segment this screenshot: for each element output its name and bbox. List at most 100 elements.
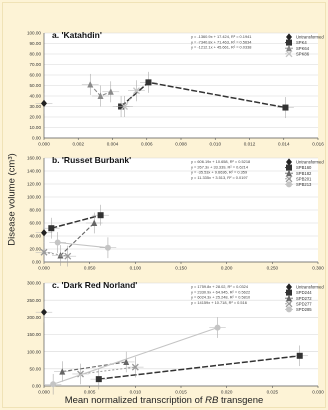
data-point <box>131 363 139 371</box>
data-point <box>48 225 55 232</box>
x-axis-label-gene: RB <box>205 395 219 406</box>
legend-marker <box>285 300 293 308</box>
y-tick-label: 0.00 <box>32 384 41 389</box>
legend-label: SPD244 <box>296 290 312 295</box>
trend-equation: y = 1759.8x + 28.02, R² = 0.0324 <box>191 284 249 289</box>
legend-label: SPB160 <box>296 165 312 170</box>
x-tick-label: 0.010 <box>210 142 222 147</box>
series-3 <box>72 356 144 385</box>
trend-equation: y = 267.3x + 33.339, R² = 0.6214 <box>191 164 249 169</box>
trend-line <box>57 241 108 249</box>
legend-label: SPD285 <box>296 307 312 312</box>
legend-marker <box>286 181 292 188</box>
y-tick-label: 160.00 <box>27 156 41 161</box>
figure-frame <box>2 2 326 408</box>
y-tick-label: 20.00 <box>30 115 42 120</box>
x-axis-label-text: Mean normalized transcription of <box>64 395 206 406</box>
data-point <box>64 252 72 260</box>
trend-line <box>43 251 68 257</box>
x-tick-label: 0.016 <box>312 142 324 147</box>
trend-line <box>80 366 136 375</box>
chart-panel-2: 0.00 20.00 40.00 60.00 80.00 100.00 120.00 140.… <box>27 155 324 271</box>
trend-line <box>62 361 127 373</box>
data-point <box>121 103 128 110</box>
panel-title: a. 'Katahdin' <box>52 30 102 40</box>
series-4 <box>44 317 226 395</box>
x-tick-label: 0.250 <box>267 266 279 271</box>
x-tick-label: 0.008 <box>175 142 187 147</box>
y-tick-label: 40.00 <box>30 234 42 239</box>
series-0 <box>35 92 53 114</box>
legend-label: Untransformed <box>296 160 324 165</box>
trend-equation: y = -1360.9x + 17.424, R² = 0.1941 <box>191 34 251 39</box>
legend-label: Untransformed <box>296 35 324 40</box>
legend-marker <box>286 169 292 177</box>
legend-marker <box>286 289 292 296</box>
legend-label: SPD277 <box>296 301 312 306</box>
legend-marker <box>286 283 292 291</box>
trend-equation: y = 606.19x + 10.658, R² = 0.5218 <box>191 159 250 164</box>
legend-label: SPD272 <box>296 296 312 301</box>
trend-equation: y = 11.335x + 3.513, R² = 0.0197 <box>191 175 248 180</box>
legend-marker <box>286 294 292 302</box>
series-2 <box>81 73 120 107</box>
series-3 <box>116 80 145 117</box>
legend-marker <box>286 306 292 313</box>
y-tick-label: 60.00 <box>30 221 42 226</box>
x-tick-label: 0.000 <box>38 142 50 147</box>
data-point <box>107 88 114 95</box>
data-point <box>145 79 152 86</box>
x-tick-label: 0.300 <box>312 266 324 271</box>
legend-marker <box>286 44 292 52</box>
series-3 <box>35 241 77 267</box>
x-tick-label: 0.006 <box>141 142 153 147</box>
data-point <box>104 244 111 251</box>
x-tick-label: 0.010 <box>130 390 142 395</box>
data-point <box>123 358 130 365</box>
legend-label: SPK64 <box>296 46 310 51</box>
trend-equation: y = -35.53x + 9.6636, R² = 0.359 <box>191 170 247 175</box>
trend-equation: y = -1212.1x + 45.661, R² = 0.0338 <box>191 45 251 50</box>
x-tick-label: 0.014 <box>278 142 290 147</box>
trend-equation: y = 2330.9x + 64.945, R² = 0.5622 <box>191 289 250 294</box>
y-tick-label: 100.00 <box>27 31 41 36</box>
legend-marker <box>285 175 293 183</box>
data-point <box>50 381 57 388</box>
legend-label: Untransformed <box>296 285 324 290</box>
y-tick-label: 140.00 <box>27 169 41 174</box>
panel-title: c. 'Dark Red Norland' <box>52 280 137 290</box>
x-tick-label: 0.015 <box>175 390 187 395</box>
legend-marker <box>286 164 292 171</box>
trend-line <box>52 327 218 385</box>
legend-label: SPK4 <box>296 40 307 45</box>
series-4 <box>49 232 117 259</box>
series-1 <box>42 204 109 239</box>
y-tick-label: 0.00 <box>32 136 41 141</box>
data-point <box>95 376 102 383</box>
trend-line <box>60 222 95 256</box>
y-tick-label: 0.00 <box>32 260 41 265</box>
data-point <box>282 104 289 111</box>
data-point <box>41 229 47 237</box>
y-tick-label: 60.00 <box>30 73 42 78</box>
chart-panel-3: 0.0050.00100.00150.00200.00250.00300.000… <box>27 280 324 395</box>
legend-label: SPK86 <box>296 51 310 56</box>
trend-line <box>98 355 300 380</box>
series-1 <box>90 345 308 390</box>
y-tick-label: 250.00 <box>27 298 41 303</box>
y-tick-label: 90.00 <box>30 41 42 46</box>
chart-panel-1: 0.00 10.00 20.00 30.00 40.00 50.00 60.00 70.00 8… <box>27 30 324 147</box>
y-tick-label: 50.00 <box>30 83 42 88</box>
y-tick-label: 200.00 <box>27 315 41 320</box>
x-axis-label: Mean normalized transcription of RB tran… <box>0 395 328 406</box>
legend-label: SPB201 <box>296 176 312 181</box>
y-tick-label: 300.00 <box>27 281 41 286</box>
y-tick-label: 120.00 <box>27 182 41 187</box>
legend-label: SPB213 <box>296 182 312 187</box>
y-tick-label: 80.00 <box>30 208 42 213</box>
data-point <box>59 368 66 375</box>
y-tick-label: 70.00 <box>30 62 42 67</box>
x-tick-label: 0.200 <box>221 266 233 271</box>
x-tick-label: 0.025 <box>267 390 279 395</box>
